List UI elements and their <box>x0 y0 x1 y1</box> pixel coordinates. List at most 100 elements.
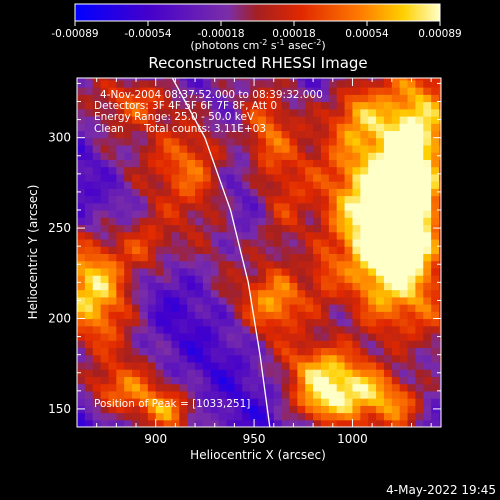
heatmap-cell <box>77 311 86 320</box>
heatmap-cell <box>124 253 133 262</box>
heatmap-cell <box>124 159 133 168</box>
heatmap-cell <box>195 260 204 269</box>
heatmap-cell <box>281 282 291 291</box>
heatmap-cell <box>328 405 338 414</box>
heatmap-cell <box>336 217 346 226</box>
heatmap-cell <box>368 152 377 160</box>
heatmap-cell <box>305 275 314 283</box>
heatmap-cell <box>344 152 354 160</box>
heatmap-cell <box>352 412 361 421</box>
heatmap-cell <box>116 202 125 211</box>
heatmap-cell <box>336 87 346 95</box>
heatmap-cell <box>242 383 251 392</box>
heatmap-cell <box>171 195 180 204</box>
heatmap-cell <box>155 332 165 341</box>
heatmap-cell <box>100 376 110 385</box>
heatmap-cell <box>210 238 220 247</box>
heatmap-cell <box>124 419 133 427</box>
heatmap-cell <box>250 354 259 363</box>
heatmap-cell <box>202 260 212 269</box>
heatmap-cell <box>376 398 385 406</box>
heatmap-cell <box>360 405 369 414</box>
heatmap-cell <box>195 231 204 240</box>
heatmap-cell <box>195 238 204 247</box>
heatmap-cell <box>376 390 385 399</box>
heatmap-cell <box>139 246 149 254</box>
heatmap-cell <box>77 398 86 406</box>
heatmap-cell <box>391 282 401 291</box>
heatmap-cell <box>423 195 432 204</box>
heatmap-cell <box>431 311 440 320</box>
heatmap-cell <box>258 361 267 370</box>
heatmap-cell <box>163 311 173 320</box>
heatmap-cell <box>328 361 338 370</box>
heatmap-cell <box>313 311 322 320</box>
heatmap-cell <box>281 166 291 175</box>
heatmap-cell <box>399 123 409 132</box>
heatmap-cell <box>281 123 291 132</box>
heatmap-cell <box>273 419 283 427</box>
heatmap-cell <box>92 311 102 320</box>
heatmap-cell <box>155 166 165 175</box>
heatmap-cell <box>202 152 212 160</box>
heatmap-cell <box>407 166 417 175</box>
heatmap-cell <box>187 159 196 168</box>
heatmap-cell <box>139 289 149 298</box>
colorbar-tick-label: 0.00054 <box>345 28 389 40</box>
heatmap-cell <box>139 398 149 406</box>
heatmap-cell <box>84 361 94 370</box>
heatmap-cell <box>407 332 417 341</box>
heatmap-cell <box>423 253 432 262</box>
heatmap-cell <box>376 130 385 139</box>
heatmap-cell <box>195 369 204 377</box>
heatmap-cell <box>344 253 354 262</box>
heatmap-cell <box>320 311 330 320</box>
heatmap-cell <box>344 282 354 291</box>
heatmap-cell <box>273 195 283 204</box>
heatmap-cell <box>226 87 236 95</box>
heatmap-cell <box>234 101 243 110</box>
heatmap-cell <box>171 289 180 298</box>
heatmap-cell <box>368 87 377 95</box>
heatmap-cell <box>116 412 125 421</box>
heatmap-cell <box>439 238 441 247</box>
heatmap-cell <box>383 87 393 95</box>
heatmap-cell <box>376 108 385 117</box>
heatmap-cell <box>305 311 314 320</box>
heatmap-cell <box>415 390 424 399</box>
heatmap-cell <box>84 159 94 168</box>
heatmap-cell <box>116 246 125 254</box>
heatmap-cell <box>234 412 243 421</box>
heatmap-cell <box>116 152 125 160</box>
heatmap-cell <box>368 311 377 320</box>
heatmap-cell <box>313 325 322 334</box>
heatmap-cell <box>163 325 173 334</box>
heatmap-cell <box>77 246 86 254</box>
heatmap-cell <box>352 253 361 262</box>
heatmap-cell <box>383 159 393 168</box>
heatmap-cell <box>77 152 86 160</box>
heatmap-cell <box>155 101 165 110</box>
heatmap-cell <box>100 231 110 240</box>
heatmap-cell <box>108 166 117 175</box>
heatmap-cell <box>305 361 314 370</box>
heatmap-cell <box>305 419 314 427</box>
heatmap-cell <box>132 195 141 204</box>
heatmap-cell <box>273 275 283 283</box>
heatmap-cell <box>265 181 275 189</box>
heatmap-cell <box>139 78 149 81</box>
heatmap-cell <box>258 260 267 269</box>
heatmap-cell <box>297 188 306 197</box>
heatmap-cell <box>116 282 125 291</box>
heatmap-cell <box>368 238 377 247</box>
heatmap-cell <box>242 275 251 283</box>
heatmap-cell <box>391 304 401 312</box>
heatmap-cell <box>320 130 330 139</box>
heatmap-cell <box>250 390 259 399</box>
heatmap-cell <box>336 383 346 392</box>
heatmap-cell <box>84 419 94 427</box>
heatmap-cell <box>423 390 432 399</box>
heatmap-cell <box>320 224 330 233</box>
heatmap-cell <box>116 340 125 349</box>
heatmap-cell <box>163 78 173 81</box>
